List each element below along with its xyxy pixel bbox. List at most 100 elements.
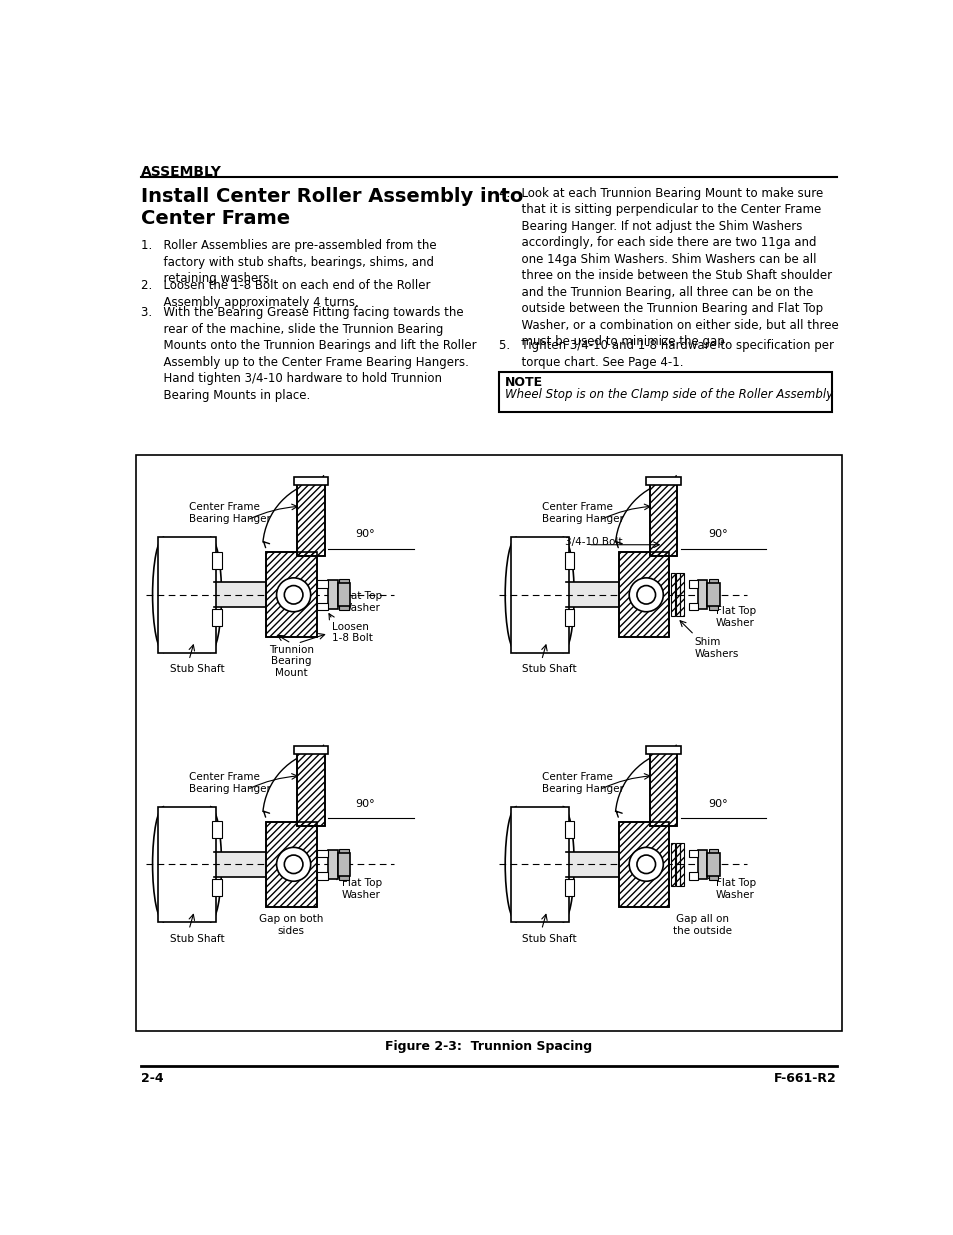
Bar [688, 872, 698, 879]
Bar [566, 583, 622, 608]
Bar [618, 552, 669, 637]
Text: Gap all on
the outside: Gap all on the outside [672, 914, 731, 936]
Circle shape [284, 855, 303, 873]
Text: 2-4: 2-4 [141, 1072, 163, 1086]
Bar [339, 848, 348, 879]
Text: 90°: 90° [355, 799, 375, 809]
Bar [316, 850, 328, 857]
Bar [136, 454, 841, 1031]
Bar [564, 609, 574, 626]
Text: Center Frame
Bearing Hanger: Center Frame Bearing Hanger [189, 503, 271, 524]
Text: Loosen
1-8 Bolt: Loosen 1-8 Bolt [332, 621, 373, 643]
Text: 3/4-10 Bolt: 3/4-10 Bolt [564, 537, 621, 547]
Bar [294, 746, 328, 755]
Bar [316, 603, 328, 610]
Circle shape [276, 847, 311, 882]
Text: Stub Shaft: Stub Shaft [521, 934, 577, 944]
Text: Flat Top
Washer: Flat Top Washer [716, 606, 756, 627]
Bar [158, 537, 216, 652]
Bar [688, 603, 698, 610]
Text: 90°: 90° [707, 799, 727, 809]
Bar [266, 823, 316, 906]
Bar [670, 573, 674, 616]
Text: Stub Shaft: Stub Shaft [170, 664, 224, 674]
Text: Center Frame
Bearing Hanger: Center Frame Bearing Hanger [541, 503, 623, 524]
Bar [337, 852, 350, 876]
Bar [212, 879, 221, 895]
Text: Stub Shaft: Stub Shaft [170, 934, 224, 944]
Bar [707, 583, 720, 606]
Bar [297, 483, 324, 556]
Bar [297, 752, 324, 826]
Bar [645, 746, 680, 755]
Text: 90°: 90° [355, 530, 375, 540]
Bar [566, 852, 622, 877]
Text: Flat Top
Washer: Flat Top Washer [716, 878, 756, 900]
Bar [213, 583, 270, 608]
Text: NOTE: NOTE [505, 377, 543, 389]
Text: Trunnion
Bearing
Mount: Trunnion Bearing Mount [269, 645, 314, 678]
Bar [328, 580, 337, 609]
Text: 3.   With the Bearing Grease Fitting facing towards the
      rear of the machin: 3. With the Bearing Grease Fitting facin… [141, 306, 476, 401]
Bar [708, 579, 718, 610]
Bar [266, 823, 316, 906]
Bar [266, 552, 316, 637]
Text: Center Frame
Bearing Hanger: Center Frame Bearing Hanger [541, 772, 623, 794]
Text: F-661-R2: F-661-R2 [773, 1072, 836, 1086]
Bar [510, 806, 568, 923]
Bar [675, 573, 679, 616]
Text: Wheel Stop is on the Clamp side of the Roller Assembly: Wheel Stop is on the Clamp side of the R… [505, 389, 833, 401]
Text: Center Frame
Bearing Hanger: Center Frame Bearing Hanger [189, 772, 271, 794]
Text: Flat Top
Washer: Flat Top Washer [341, 592, 381, 613]
Bar [645, 477, 680, 484]
Bar [688, 850, 698, 857]
Text: 1.   Roller Assemblies are pre-assembled from the
      factory with stub shafts: 1. Roller Assemblies are pre-assembled f… [141, 240, 436, 285]
Bar [297, 752, 324, 826]
Text: 5.   Tighten 3/4-10 and 1-8 hardware to specification per
      torque chart. Se: 5. Tighten 3/4-10 and 1-8 hardware to sp… [498, 340, 833, 369]
Circle shape [284, 585, 303, 604]
Bar [679, 573, 683, 616]
Bar [675, 842, 679, 885]
Circle shape [637, 585, 655, 604]
Bar [498, 372, 831, 411]
Bar [698, 580, 707, 609]
Bar [679, 842, 683, 885]
Bar [212, 821, 221, 839]
Bar [618, 823, 669, 906]
Text: 90°: 90° [707, 530, 727, 540]
Text: ASSEMBLY: ASSEMBLY [141, 165, 222, 179]
Bar [328, 850, 337, 879]
Bar [213, 852, 270, 877]
Bar [212, 609, 221, 626]
Bar [649, 483, 677, 556]
Bar [649, 752, 677, 826]
Circle shape [637, 855, 655, 873]
Bar [618, 552, 669, 637]
Bar [266, 552, 316, 637]
Bar [339, 579, 348, 610]
Text: 2.   Loosen the 1-8 Bolt on each end of the Roller
      Assembly approximately : 2. Loosen the 1-8 Bolt on each end of th… [141, 279, 430, 309]
Bar [698, 850, 707, 879]
Bar [294, 477, 328, 484]
Bar [688, 580, 698, 588]
Bar [649, 483, 677, 556]
Bar [158, 806, 216, 923]
Bar [297, 483, 324, 556]
Text: Install Center Roller Assembly into
Center Frame: Install Center Roller Assembly into Cent… [141, 186, 523, 228]
Text: Flat Top
Washer: Flat Top Washer [341, 878, 381, 900]
Bar [708, 848, 718, 879]
Circle shape [629, 847, 662, 882]
Bar [649, 752, 677, 826]
Text: Shim
Washers: Shim Washers [694, 637, 738, 658]
Circle shape [629, 578, 662, 611]
Bar [510, 537, 568, 652]
Bar [670, 842, 674, 885]
Bar [564, 821, 574, 839]
Bar [564, 879, 574, 895]
Bar [212, 552, 221, 568]
Bar [337, 583, 350, 606]
Bar [316, 872, 328, 879]
Text: Gap on both
sides: Gap on both sides [259, 914, 323, 936]
Bar [707, 852, 720, 876]
Text: Figure 2-3:  Trunnion Spacing: Figure 2-3: Trunnion Spacing [385, 1040, 592, 1053]
